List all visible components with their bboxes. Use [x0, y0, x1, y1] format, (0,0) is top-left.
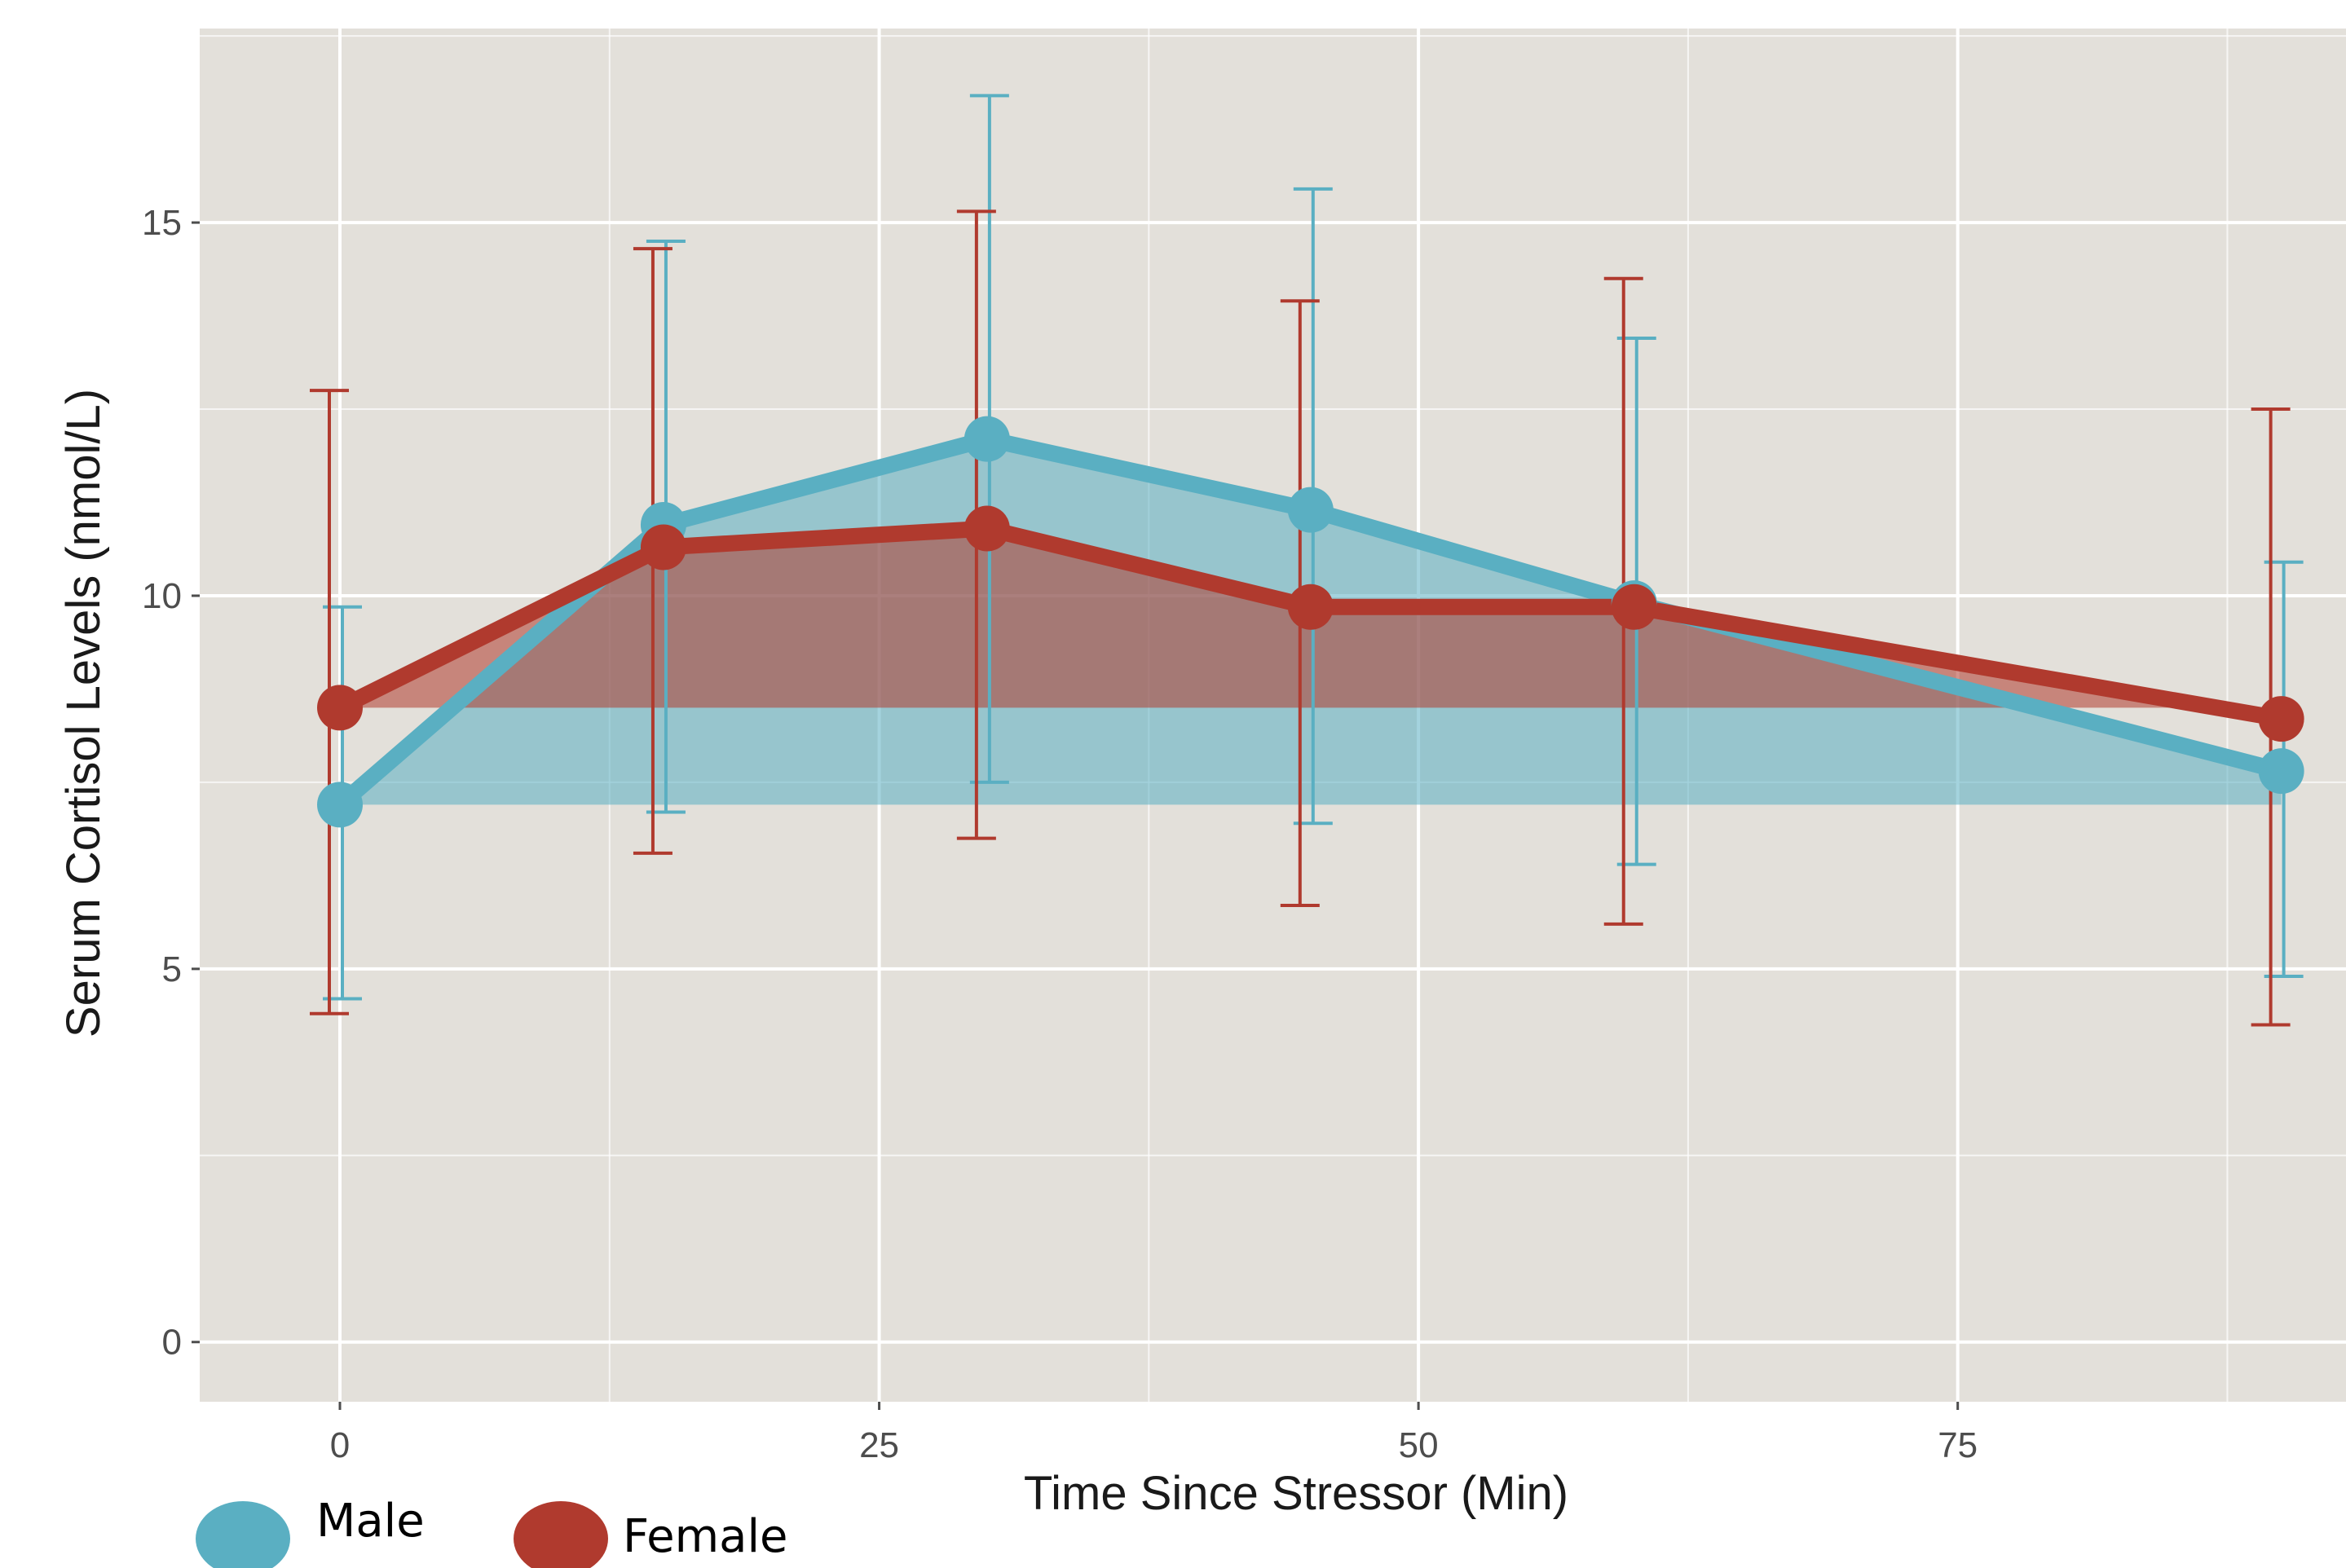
x-tick-label: 0	[330, 1425, 350, 1465]
legend-male-swatch	[196, 1501, 290, 1568]
y-axis: 0 5 10 15	[142, 203, 200, 1363]
point-male	[317, 782, 364, 828]
series-points	[317, 416, 2304, 828]
point-male	[1287, 487, 1334, 533]
y-axis-title: Serum Cortisol Levels (nmol/L)	[57, 389, 110, 1037]
legend-female-swatch	[514, 1501, 608, 1568]
point-female	[2258, 696, 2304, 742]
x-tick-label: 25	[859, 1425, 899, 1465]
x-tick-label: 50	[1399, 1425, 1439, 1465]
legend: Male Female	[196, 1495, 787, 1568]
point-female	[317, 685, 364, 731]
point-female	[640, 524, 686, 570]
point-female	[1611, 584, 1657, 630]
x-axis-title: Time Since Stressor (Min)	[1024, 1467, 1568, 1520]
legend-male-label: Male	[316, 1495, 425, 1548]
y-tick-label: 0	[162, 1323, 182, 1363]
y-tick-label: 15	[142, 203, 182, 243]
line-female	[332, 520, 2290, 728]
point-female	[1287, 584, 1334, 630]
point-female	[964, 505, 1010, 552]
y-tick-label: 5	[162, 949, 182, 989]
point-male	[2258, 748, 2304, 795]
x-tick-label: 75	[1938, 1425, 1978, 1465]
series-lines	[332, 430, 2290, 813]
y-tick-label: 10	[142, 576, 182, 616]
x-axis: 0 25 50 75	[330, 1402, 1978, 1465]
legend-female-label: Female	[623, 1510, 787, 1563]
point-male	[964, 416, 1010, 462]
